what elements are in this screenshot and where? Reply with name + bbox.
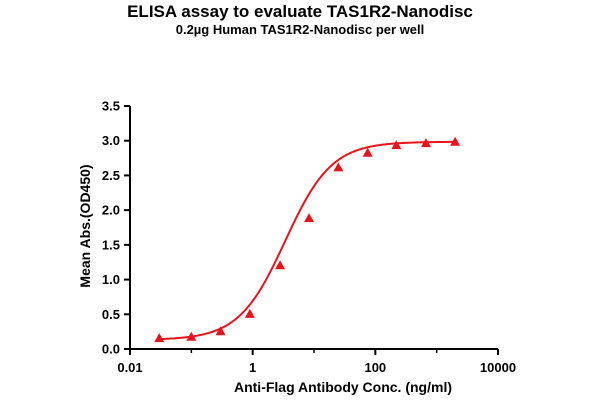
data-point-triangle: [304, 213, 315, 223]
data-point-triangle: [215, 326, 226, 336]
chart-subtitle: 0.2µg Human TAS1R2-Nanodisc per well: [175, 22, 425, 37]
y-tick-label: 0.5: [102, 307, 120, 322]
chart-title: ELISA assay to evaluate TAS1R2-Nanodisc: [127, 2, 473, 21]
y-tick-label: 2.5: [102, 168, 120, 183]
x-tick-label: 0.01: [117, 360, 142, 375]
x-tick-label: 100: [364, 360, 386, 375]
fit-curve-layer: [159, 140, 456, 341]
y-tick-label: 3.0: [102, 133, 120, 148]
data-point-triangle: [244, 308, 255, 318]
data-points: [154, 136, 461, 343]
y-tick-label: 2.0: [102, 203, 120, 218]
data-point-triangle: [275, 260, 286, 270]
data-point-triangle: [333, 162, 344, 172]
x-axis-label: Anti-Flag Antibody Conc. (ng/ml): [234, 379, 452, 395]
x-tick-label: 10000: [480, 360, 516, 375]
y-tick-label: 1.5: [102, 237, 120, 252]
x-tick-label: 1: [249, 360, 256, 375]
y-tick-label: 1.0: [102, 272, 120, 287]
data-point-triangle: [186, 331, 197, 341]
data-point-triangle: [154, 333, 165, 343]
fit-curve: [159, 140, 456, 341]
y-tick-label: 3.5: [102, 99, 120, 114]
y-tick-label: 0.0: [102, 342, 120, 357]
data-point-triangle: [362, 147, 373, 157]
data-point-triangle: [450, 136, 461, 146]
data-point-triangle: [391, 140, 402, 150]
y-axis-label: Mean Abs.(OD450): [77, 164, 93, 287]
axes: 0.0 0.5 1.0 1.5 2.0 2.5 3.0 3.5 0.01 1 100 10000: [102, 99, 516, 376]
data-point-triangle: [420, 138, 431, 148]
